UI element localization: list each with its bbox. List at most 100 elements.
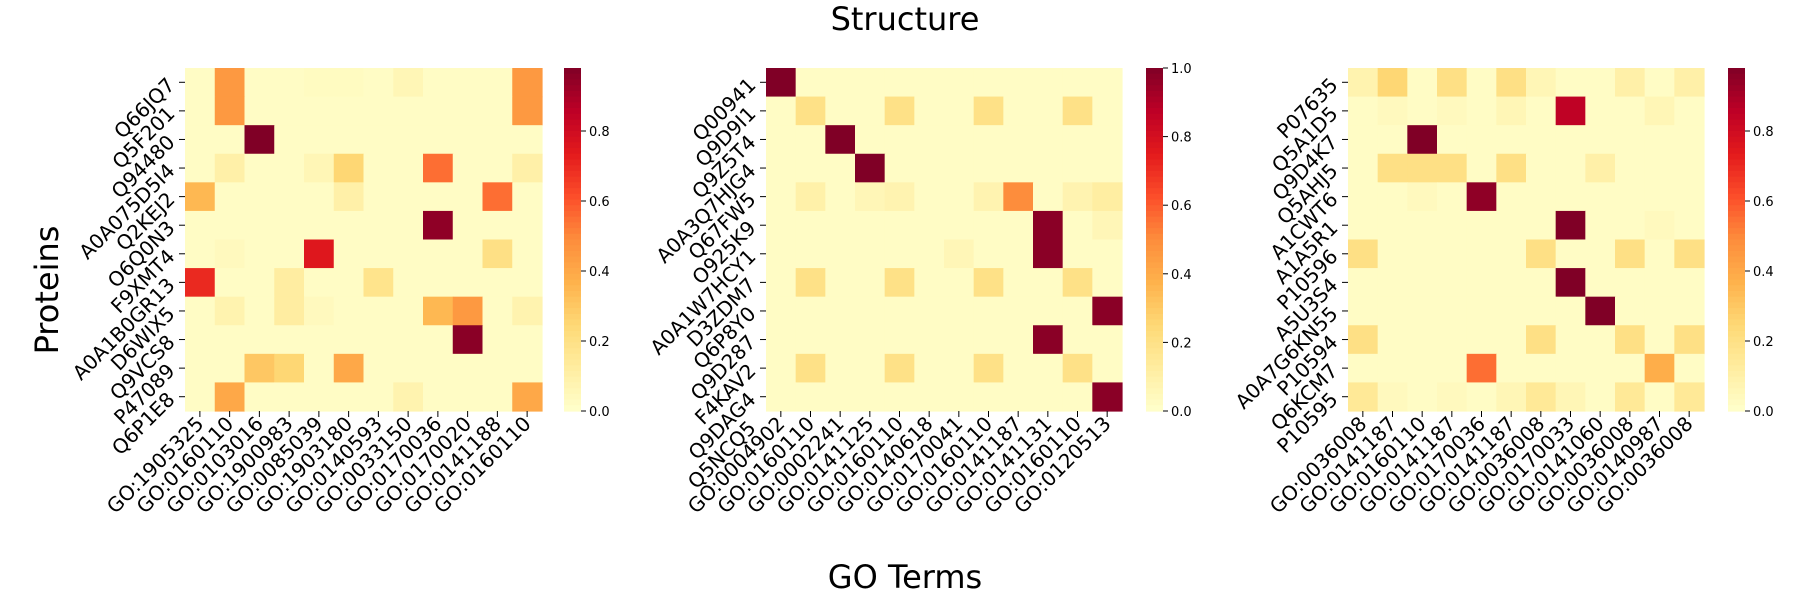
- heatmap-cell: [1407, 382, 1438, 412]
- heatmap-cell: [244, 325, 275, 355]
- heatmap-cell: [1092, 153, 1123, 183]
- heatmap-cell: [512, 125, 543, 155]
- heatmap-cell: [214, 153, 246, 183]
- heatmap-cell: [1555, 68, 1586, 98]
- heatmap-cell: [423, 96, 454, 126]
- colorbar-segment: [1728, 153, 1745, 161]
- colorbar-segment: [564, 210, 581, 218]
- heatmap-cell: [1466, 182, 1497, 212]
- colorbar-tick-label: 0.2: [1753, 335, 1774, 350]
- heatmap-cell: [1496, 210, 1527, 241]
- heatmap-cell: [393, 210, 424, 241]
- colorbar-segment: [1146, 245, 1163, 252]
- heatmap-cell: [482, 96, 513, 126]
- heatmap-cell: [944, 296, 975, 326]
- colorbar-segment: [564, 336, 581, 343]
- heatmap-cell: [825, 68, 856, 98]
- heatmap-cell: [185, 296, 216, 326]
- colorbar-segment: [1146, 285, 1163, 292]
- heatmap-cell: [1092, 296, 1123, 326]
- heatmap-cell: [185, 325, 216, 355]
- heatmap-cell: [1377, 125, 1408, 155]
- heatmap-cell: [1555, 353, 1586, 384]
- heatmap-cell: [1496, 125, 1527, 155]
- colorbar-segment: [1728, 176, 1745, 183]
- heatmap-cell: [973, 296, 1004, 326]
- colorbar-segment: [1728, 405, 1745, 412]
- heatmap-cell: [973, 382, 1004, 412]
- heatmap-cell: [944, 325, 975, 355]
- colorbar-segment: [564, 188, 581, 195]
- heatmap-cell: [1585, 96, 1616, 126]
- heatmap-cell: [363, 182, 394, 212]
- heatmap-cell: [363, 125, 394, 155]
- heatmap-cell: [304, 96, 335, 126]
- heatmap-cell: [1377, 239, 1408, 269]
- colorbar-segment: [1728, 279, 1745, 286]
- colorbar-segment: [1146, 182, 1163, 189]
- colorbar-segment: [1728, 159, 1745, 166]
- heatmap-cell: [1407, 296, 1438, 326]
- heatmap-cell: [1033, 268, 1064, 298]
- heatmap-cell: [944, 153, 975, 183]
- heatmap-cell: [825, 353, 856, 384]
- colorbar-segment: [1728, 239, 1745, 246]
- colorbar-segment: [1728, 193, 1745, 201]
- col-tick-labels: GO:1905325GO:0160110GO:0103016GO:1900983…: [102, 411, 536, 518]
- colorbar-segment: [1146, 313, 1163, 321]
- heatmap-cell: [393, 268, 424, 298]
- heatmap-cell: [244, 210, 275, 241]
- colorbar-segment: [1728, 376, 1745, 384]
- heatmap-cell: [973, 153, 1004, 183]
- heatmap-cell: [185, 210, 216, 241]
- colorbar-tick-label: 0.6: [1171, 199, 1192, 214]
- heatmap-cell: [1496, 239, 1527, 269]
- heatmap-cell: [512, 382, 543, 412]
- heatmap-cell: [1033, 153, 1064, 183]
- figure-ylabel: Proteins: [28, 226, 66, 355]
- heatmap-cell: [1062, 153, 1093, 183]
- heatmap-cell: [795, 182, 826, 212]
- heatmap-cell: [512, 296, 543, 326]
- heatmap-cell: [825, 153, 856, 183]
- heatmap-cell: [423, 325, 454, 355]
- heatmap-cell: [304, 268, 335, 298]
- heatmap-cell: [973, 268, 1004, 298]
- heatmap-cell: [1348, 353, 1379, 384]
- heatmap-cell: [363, 325, 394, 355]
- heatmap-cell: [973, 239, 1004, 269]
- colorbar-segment: [1146, 325, 1163, 332]
- heatmap-cell: [185, 68, 216, 98]
- heatmap-cell: [1407, 268, 1438, 298]
- colorbar-segment: [564, 222, 581, 229]
- heatmap-cell: [766, 96, 797, 126]
- heatmap-cell: [1033, 353, 1064, 384]
- heatmap-cell: [1092, 96, 1123, 126]
- colorbar-segment: [1728, 336, 1745, 343]
- heatmap-cell: [452, 353, 484, 384]
- heatmap-cell: [512, 239, 543, 269]
- colorbar-segment: [564, 113, 581, 121]
- colorbar-segment: [1728, 210, 1745, 218]
- heatmap-cell: [1407, 239, 1438, 269]
- colorbar-segment: [564, 85, 581, 92]
- heatmap-cell: [1407, 68, 1438, 98]
- colorbar-segment: [1146, 256, 1163, 263]
- colorbar-segment: [1728, 119, 1745, 126]
- heatmap-cell: [1585, 353, 1616, 384]
- colorbar-segment: [1728, 250, 1745, 258]
- heatmap-cell: [1555, 210, 1586, 241]
- colorbar-tick-label: 0.0: [1171, 405, 1192, 420]
- heatmap-cell: [333, 239, 365, 269]
- heatmap-cell: [393, 153, 424, 183]
- colorbar-segment: [1146, 125, 1163, 132]
- heatmap-cell: [512, 182, 543, 212]
- heatmap-cell: [363, 382, 394, 412]
- colorbar-segment: [1728, 79, 1745, 86]
- heatmap-cell: [1615, 210, 1646, 241]
- colorbar-segment: [564, 130, 581, 138]
- colorbar-segment: [1146, 102, 1163, 109]
- colorbar-segment: [1728, 188, 1745, 195]
- heatmap-cell: [1033, 182, 1064, 212]
- heatmap-cell: [825, 325, 856, 355]
